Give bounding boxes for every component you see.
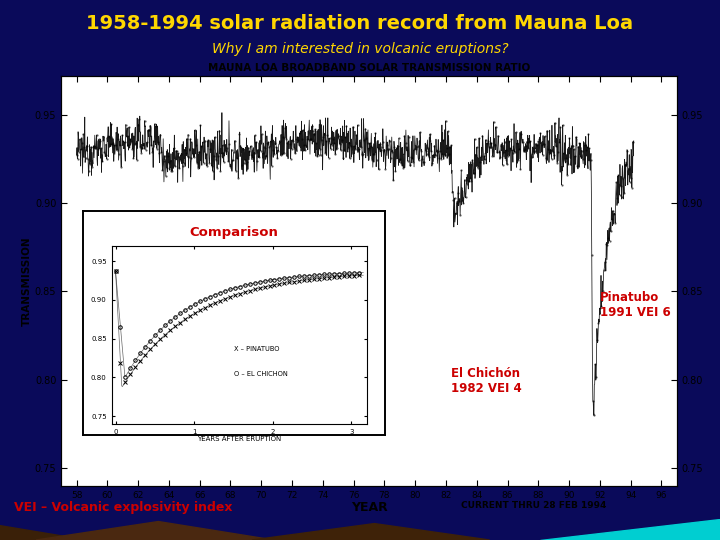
Text: 1958-1994 solar radiation record from Mauna Loa: 1958-1994 solar radiation record from Ma… — [86, 14, 634, 33]
X-axis label: YEAR: YEAR — [351, 501, 387, 514]
Text: Why I am interested in volcanic eruptions?: Why I am interested in volcanic eruption… — [212, 42, 508, 56]
Polygon shape — [540, 519, 720, 540]
Y-axis label: TRANSMISSION: TRANSMISSION — [22, 236, 32, 326]
X-axis label: YEARS AFTER ERUPTION: YEARS AFTER ERUPTION — [197, 436, 282, 442]
Text: Agung 1963 VEI 4: Agung 1963 VEI 4 — [176, 211, 294, 224]
Text: CURRENT THRU 28 FEB 1994: CURRENT THRU 28 FEB 1994 — [461, 501, 606, 510]
Text: VEI – Volcanic explosivity index: VEI – Volcanic explosivity index — [14, 501, 233, 514]
Text: Pinatubo
1991 VEI 6: Pinatubo 1991 VEI 6 — [600, 291, 670, 319]
Title: MAUNA LOA BROADBAND SOLAR TRANSMISSION RATIO: MAUNA LOA BROADBAND SOLAR TRANSMISSION R… — [208, 63, 530, 73]
Text: El Chichón
1982 VEI 4: El Chichón 1982 VEI 4 — [451, 367, 521, 395]
Polygon shape — [0, 525, 86, 540]
Text: Comparison: Comparison — [189, 226, 279, 239]
Polygon shape — [252, 524, 490, 540]
Polygon shape — [36, 522, 274, 540]
Text: X – PINATUBO: X – PINATUBO — [234, 346, 280, 352]
Text: O – EL CHICHON: O – EL CHICHON — [234, 371, 288, 377]
